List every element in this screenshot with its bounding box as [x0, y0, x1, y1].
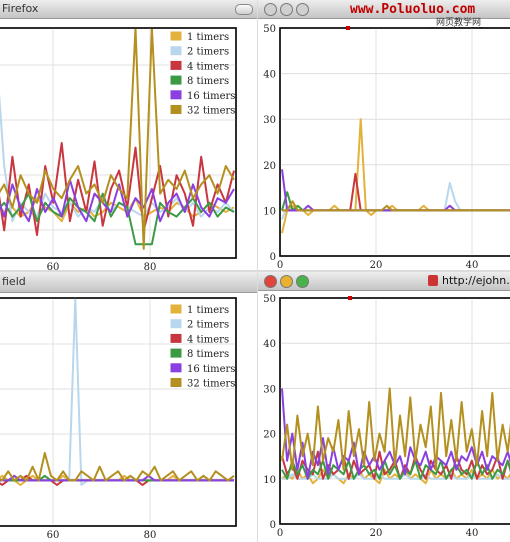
chart-top-right: 0 10 20 30 40 50 0 20 40 [263, 24, 510, 270]
marker-dot [346, 26, 350, 30]
y-tick-label: 10 [263, 475, 276, 486]
plot-border [279, 27, 510, 257]
series-line-16-timers [0, 474, 234, 482]
window-title: field [2, 275, 26, 288]
window-title: Firefox [2, 2, 39, 15]
x-tick-label: 60 [47, 262, 60, 270]
window-titlebar[interactable]: Firefox [0, 0, 257, 19]
y-tick-label: 0 [270, 520, 276, 531]
legend-swatch [169, 332, 183, 344]
watermark-site: www.Poluoluo.com [350, 2, 476, 17]
series-line-8-timers [281, 459, 510, 480]
y-tick-label: 40 [263, 339, 276, 350]
legend-swatch [169, 362, 183, 374]
legend-label: 4 timers [187, 61, 229, 72]
series-line-32-timers [282, 200, 510, 212]
minimize-button[interactable] [280, 3, 293, 16]
legend-swatch [169, 30, 183, 42]
legend-swatch [169, 74, 183, 86]
legend-swatch [169, 89, 183, 101]
legend-label: 1 timers [187, 305, 229, 316]
legend-swatch [169, 377, 183, 388]
watermark-cn: 网页教学网 [436, 18, 482, 28]
toolbar-toggle-button[interactable] [235, 4, 253, 15]
y-tick-label: 30 [263, 115, 276, 126]
legend-label: 1 timers [187, 32, 229, 43]
plot-frame [279, 27, 510, 257]
plot-frame [0, 297, 237, 527]
x-tick-label: 0 [277, 528, 283, 539]
y-tick-label: 10 [263, 206, 276, 217]
marker-dot [348, 296, 352, 300]
zoom-button[interactable] [296, 275, 309, 288]
legend-label: 4 timers [187, 334, 229, 345]
x-tick-label: 20 [370, 260, 383, 270]
site-icon [428, 275, 438, 286]
zoom-button[interactable] [296, 3, 309, 16]
plot-border [0, 27, 237, 259]
legend-label: 2 timers [187, 320, 229, 331]
plot-frame [279, 297, 510, 525]
legend-swatch [169, 45, 183, 57]
minimize-button[interactable] [280, 275, 293, 288]
legend-label: 16 timers [187, 364, 235, 375]
url-text[interactable]: http://ejohn. [442, 274, 510, 287]
series-line-4-timers [0, 142, 235, 236]
y-tick-label: 0 [270, 252, 276, 263]
series-line-32-timers [281, 387, 510, 471]
legend-swatch [169, 318, 183, 330]
chart-bottom-right: 0 10 20 30 40 50 0 20 40 [263, 294, 510, 539]
legend-label: 8 timers [187, 349, 229, 360]
x-tick-label: 0 [277, 260, 283, 270]
close-button[interactable] [264, 275, 277, 288]
legend-swatch [169, 347, 183, 359]
chart-bottom-left: 60 80 1 timers 2 timers 4 timers 8 timers 16 t… [0, 297, 237, 541]
x-tick-label: 80 [144, 530, 157, 541]
window-titlebar[interactable]: http://ejohn. [258, 272, 510, 291]
series-line-32-timers [0, 452, 235, 482]
y-tick-label: 20 [263, 161, 276, 172]
window-bottom-left: field 60 80 1 timers 2 timers 4 timers 8 time… [0, 272, 257, 542]
x-tick-label: 20 [370, 528, 383, 539]
x-tick-label: 40 [466, 260, 479, 270]
y-tick-label: 20 [263, 430, 276, 441]
window-top-right: www.Poluoluo.com 网页教学网 www.webjx.com 010… [258, 0, 510, 270]
legend-label: 2 timers [187, 47, 229, 58]
x-tick-label: 80 [144, 262, 157, 270]
window-titlebar[interactable] [258, 0, 510, 19]
legend-label: 16 timers [187, 91, 235, 102]
close-button[interactable] [264, 3, 277, 16]
y-tick-label: 50 [263, 294, 276, 305]
series-line-32-timers [0, 27, 235, 250]
legend-label: 32 timers [187, 379, 235, 390]
legend-label: 32 timers [187, 106, 235, 117]
y-tick-label: 40 [263, 70, 276, 81]
x-tick-label: 60 [47, 530, 60, 541]
series-line-16-timers [0, 178, 235, 223]
legend-swatch [169, 104, 183, 115]
chart-top-left: 60 80 1 timers 2 timers 4 timers 8 timers 16 t… [0, 27, 237, 270]
series-line-8-timers [0, 192, 235, 246]
window-bottom-right: http://ejohn. 0 10 20 30 40 50 0 20 40 [258, 272, 510, 542]
x-tick-label: 40 [466, 528, 479, 539]
y-tick-label: 50 [263, 24, 276, 35]
legend-swatch [169, 59, 183, 71]
window-firefox: Firefox 60 80 1 timers 2 timers 4 timers 8 ti… [0, 0, 257, 270]
plot-border [0, 297, 237, 527]
window-titlebar[interactable]: field [0, 272, 257, 293]
plot-border [279, 297, 510, 525]
legend-swatch [169, 303, 183, 315]
y-tick-label: 30 [263, 384, 276, 395]
legend-label: 8 timers [187, 76, 229, 87]
